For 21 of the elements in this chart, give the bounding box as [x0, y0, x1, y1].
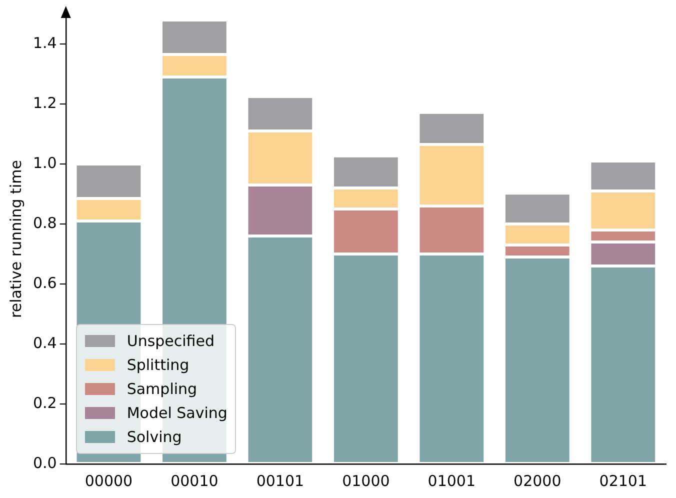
y-tick-label: 0.4	[32, 334, 57, 352]
x-tick-label: 00000	[84, 472, 133, 490]
y-tick-label: 0.0	[32, 454, 57, 472]
y-tick-label: 1.4	[32, 34, 57, 52]
legend-label: Sampling	[126, 380, 198, 398]
y-tick-label: 0.2	[32, 394, 57, 412]
legend-label: Unspecified	[126, 332, 215, 350]
y-tick-label: 1.2	[32, 94, 57, 112]
x-tick-label: 00010	[170, 472, 218, 490]
y-tick-label: 1.0	[32, 154, 57, 172]
x-tick-label: 02000	[514, 472, 562, 490]
x-tick-label: 01000	[342, 472, 390, 490]
y-tick-label: 0.8	[32, 214, 57, 232]
x-tick-label: 02101	[599, 472, 647, 490]
y-axis-title: relative running time	[6, 160, 25, 318]
legend-label: Splitting	[126, 356, 190, 374]
legend-label: Solving	[126, 428, 182, 446]
x-tick-label: 00101	[256, 472, 304, 490]
legend-label: Model Saving	[126, 404, 228, 422]
y-tick-label: 0.6	[32, 274, 57, 292]
x-tick-label: 01001	[428, 472, 476, 490]
